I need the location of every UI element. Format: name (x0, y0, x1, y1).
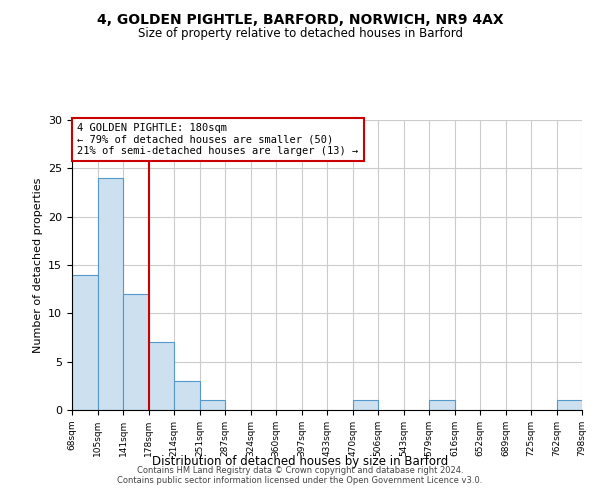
Text: Size of property relative to detached houses in Barford: Size of property relative to detached ho… (137, 28, 463, 40)
Text: 4 GOLDEN PIGHTLE: 180sqm
← 79% of detached houses are smaller (50)
21% of semi-d: 4 GOLDEN PIGHTLE: 180sqm ← 79% of detach… (77, 123, 358, 156)
Bar (123, 294, 149, 410)
Bar (353, 400, 378, 410)
Y-axis label: Number of detached properties: Number of detached properties (32, 178, 43, 352)
Text: Distribution of detached houses by size in Barford: Distribution of detached houses by size … (152, 455, 448, 468)
Bar (174, 381, 200, 410)
Text: 4, GOLDEN PIGHTLE, BARFORD, NORWICH, NR9 4AX: 4, GOLDEN PIGHTLE, BARFORD, NORWICH, NR9… (97, 12, 503, 26)
Bar (98, 178, 123, 410)
Text: Contains HM Land Registry data © Crown copyright and database right 2024.
Contai: Contains HM Land Registry data © Crown c… (118, 466, 482, 485)
Bar (557, 400, 582, 410)
Bar (429, 400, 455, 410)
Bar (72, 274, 98, 410)
Bar (200, 400, 225, 410)
Bar (149, 342, 174, 410)
